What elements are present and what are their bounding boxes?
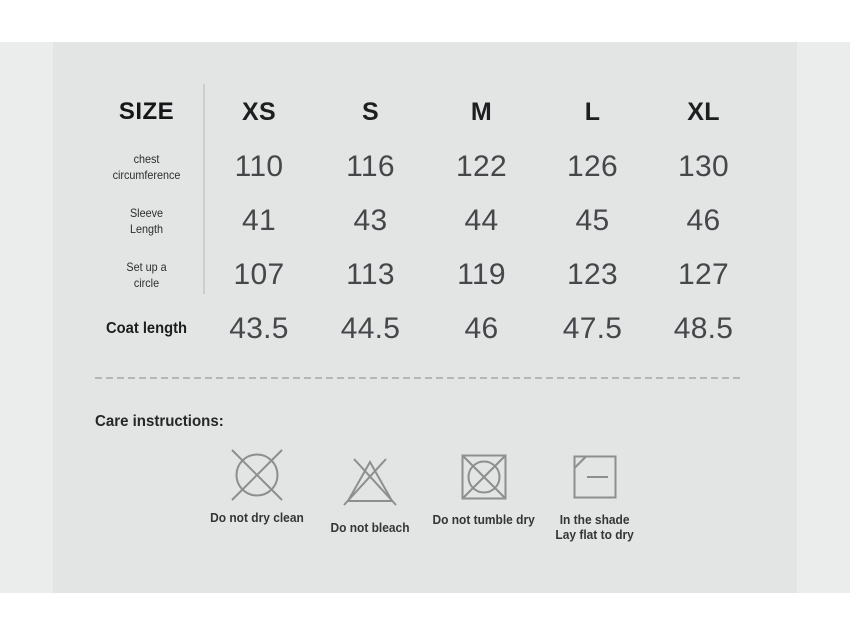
size-column-xs: XS bbox=[242, 97, 276, 126]
value-cell: 43.5 bbox=[229, 312, 289, 345]
value-cell: 107 bbox=[233, 258, 285, 291]
care-item-in-the-shade: In the shade Lay flat to dry bbox=[525, 447, 665, 542]
value-cell: 45 bbox=[575, 204, 610, 237]
table-row-sleeve-length: Sleeve Length 41 43 44 45 46 bbox=[90, 194, 759, 248]
table-row-coat-length: Coat length 43.5 44.5 46 47.5 48.5 bbox=[90, 302, 759, 356]
value-cell: 116 bbox=[346, 150, 395, 183]
size-header-label: SIZE bbox=[118, 98, 175, 125]
row-label-set-up-a-circle: Set up a circle bbox=[126, 260, 167, 290]
row-label-chest-circumference: chest circumference bbox=[112, 152, 181, 182]
do-not-bleach-icon bbox=[342, 447, 398, 509]
table-vertical-divider bbox=[203, 84, 205, 294]
care-label: In the shade Lay flat to dry bbox=[555, 512, 635, 542]
value-cell: 110 bbox=[234, 150, 284, 183]
value-cell: 46 bbox=[464, 312, 499, 345]
do-not-dry-clean-icon bbox=[229, 447, 285, 503]
care-item-do-not-bleach: Do not bleach bbox=[300, 447, 440, 535]
care-item-do-not-tumble-dry: Do not tumble dry bbox=[414, 447, 554, 527]
size-column-s: S bbox=[362, 97, 379, 126]
row-label-sleeve-length: Sleeve Length bbox=[129, 206, 164, 236]
size-column-m: M bbox=[470, 97, 493, 126]
size-table: SIZE XS S M L XL chest circumference 110… bbox=[90, 84, 759, 356]
do-not-tumble-dry-icon bbox=[461, 447, 507, 505]
value-cell: 43 bbox=[353, 204, 388, 237]
size-column-xl: XL bbox=[687, 97, 720, 126]
size-column-l: L bbox=[584, 97, 601, 126]
value-cell: 41 bbox=[242, 204, 276, 237]
value-cell: 127 bbox=[678, 258, 729, 291]
value-cell: 48.5 bbox=[673, 312, 734, 345]
value-cell: 44.5 bbox=[340, 312, 401, 345]
value-cell: 119 bbox=[457, 258, 506, 291]
value-cell: 126 bbox=[567, 150, 618, 183]
value-cell: 47.5 bbox=[562, 312, 623, 345]
table-row-set-up-a-circle: Set up a circle 107 113 119 123 127 bbox=[90, 248, 759, 302]
value-cell: 122 bbox=[456, 150, 507, 183]
size-guide-panel: SIZE XS S M L XL chest circumference 110… bbox=[53, 42, 797, 593]
care-label: Do not dry clean bbox=[210, 510, 304, 525]
dashed-divider bbox=[95, 377, 740, 379]
value-cell: 46 bbox=[686, 204, 721, 237]
care-item-do-not-dry-clean: Do not dry clean bbox=[187, 447, 327, 525]
gray-band: SIZE XS S M L XL chest circumference 110… bbox=[0, 42, 850, 593]
value-cell: 44 bbox=[464, 204, 499, 237]
value-cell: 130 bbox=[678, 150, 729, 183]
care-label: Do not bleach bbox=[330, 520, 410, 535]
care-label: Do not tumble dry bbox=[432, 512, 536, 527]
value-cell: 123 bbox=[567, 258, 618, 291]
in-the-shade-icon bbox=[573, 447, 617, 505]
care-instructions-title: Care instructions: bbox=[95, 413, 224, 430]
size-table-header-row: SIZE XS S M L XL bbox=[90, 84, 759, 140]
table-row-chest-circumference: chest circumference 110 116 122 126 130 bbox=[90, 140, 759, 194]
value-cell: 113 bbox=[346, 258, 395, 291]
row-label-coat-length: Coat length bbox=[106, 320, 187, 337]
